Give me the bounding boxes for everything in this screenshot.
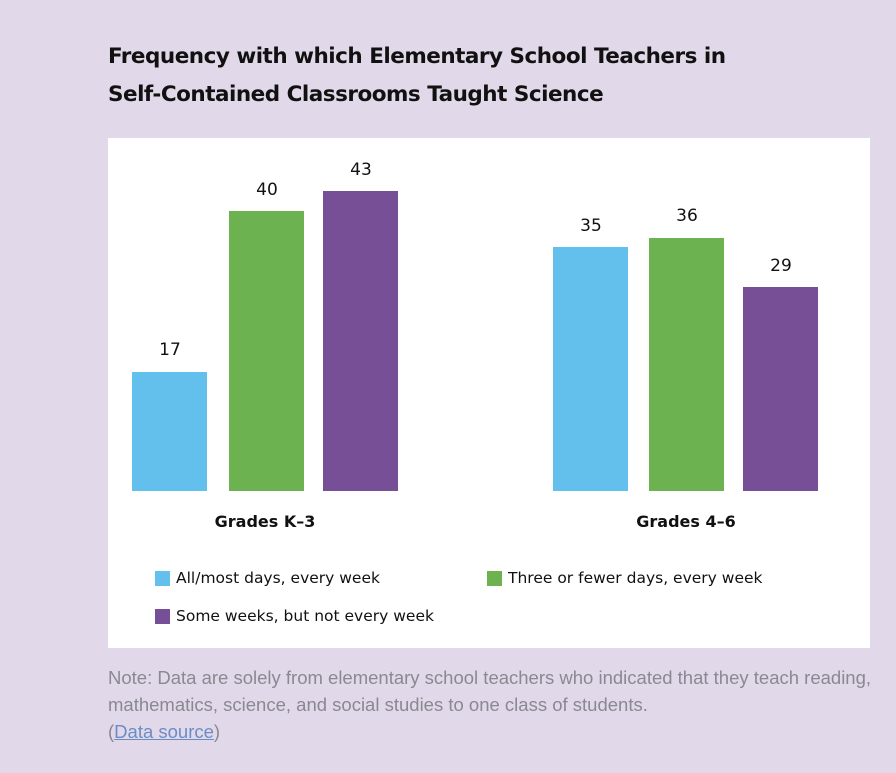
bar-k3-all-most-days [132,372,207,491]
bar-value-label: 35 [580,216,602,236]
legend-item-three-or-fewer-days: Three or fewer days, every week [487,569,763,587]
bar-value-label: 17 [159,340,181,360]
legend-label: Some weeks, but not every week [176,607,434,625]
chart-title-line-2: Self-Contained Classrooms Taught Science [108,82,604,107]
legend-swatch-purple [155,608,170,624]
bar-value-label: 43 [350,160,372,180]
bar-46-three-or-fewer-days [649,238,724,491]
legend-swatch-blue [155,570,170,586]
legend-swatch-green [487,570,502,586]
group-label-k3: Grades K–3 [214,512,316,531]
legend-item-some-weeks: Some weeks, but not every week [155,607,434,625]
legend-label: Three or fewer days, every week [508,569,763,587]
bar-value-label: 40 [256,180,278,200]
note-open-paren: ( [108,721,115,742]
data-source-link[interactable]: Data source [114,721,214,742]
chart-title-line-1: Frequency with which Elementary School T… [108,44,726,69]
bar-46-all-most-days [553,247,628,491]
chart-title: Frequency with which Elementary School T… [108,38,848,114]
legend-label: All/most days, every week [176,569,380,587]
legend-item-all-most-days: All/most days, every week [155,569,380,587]
chart-note: Note: Data are solely from elementary sc… [108,664,878,745]
bar-k3-some-weeks [323,191,398,491]
group-label-46: Grades 4–6 [636,512,736,531]
bar-value-label: 36 [676,206,698,226]
chart-panel: 17 40 43 Grades K–3 35 36 29 Grades 4–6 … [108,138,870,648]
bar-46-some-weeks [743,287,818,491]
note-close-paren: ) [213,721,221,742]
bar-value-label: 29 [770,256,792,276]
bar-k3-three-or-fewer-days [229,211,304,491]
note-text: Note: Data are solely from elementary sc… [108,667,872,715]
